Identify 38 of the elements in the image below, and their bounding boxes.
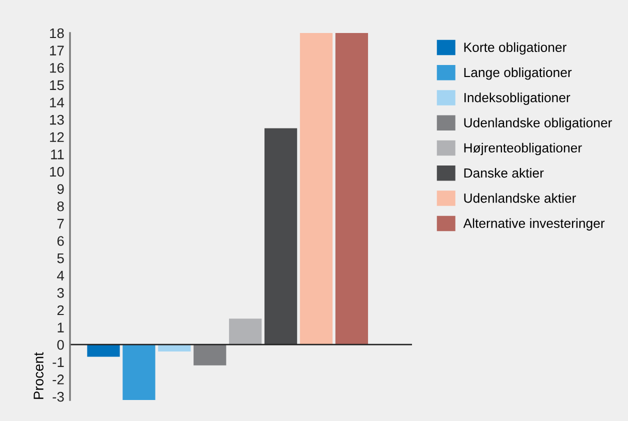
y-tick-label: 16 <box>50 62 64 73</box>
legend-label: Indeksobligationer <box>464 92 570 105</box>
bar <box>194 344 226 366</box>
y-tick-label: 0 <box>57 340 64 350</box>
bar <box>122 344 156 400</box>
y-tick-label: -1 <box>52 357 64 367</box>
legend-label: Lange obligationer <box>464 67 572 80</box>
legend-label: Udenlandske obligationer <box>464 118 612 130</box>
y-tick-label: 6 <box>57 236 64 246</box>
y-axis-title: Procent <box>34 352 44 399</box>
bar <box>264 128 298 345</box>
y-tick-label: 1 <box>58 322 64 332</box>
legend-label: Udenlandske aktier <box>464 193 576 203</box>
y-tick-label: 17 <box>50 46 64 56</box>
y-tick-label: 8 <box>57 201 64 212</box>
y-tick-label: 9 <box>57 184 64 194</box>
y-tick-label: -2 <box>52 374 64 384</box>
y-tick-label: 10 <box>50 166 64 177</box>
legend-label: Korte obligationer <box>464 42 566 55</box>
bar <box>335 33 368 345</box>
y-tick-label: 2 <box>57 305 64 316</box>
legend-label: Danske aktier <box>464 168 544 178</box>
y-tick-label: 15 <box>50 80 64 90</box>
y-tick-label: 13 <box>50 114 64 125</box>
legend-label: Højrenteobligationer <box>464 142 582 156</box>
bar <box>229 318 262 345</box>
y-tick-label: 14 <box>50 98 64 108</box>
y-tick-label: 4 <box>57 270 64 280</box>
y-tick-label: 18 <box>50 28 64 38</box>
y-tick-label: 3 <box>57 288 64 298</box>
legend-label: Alternative investeringer <box>463 218 605 231</box>
y-tick-label: 7 <box>57 218 64 228</box>
y-tick-label: 12 <box>50 132 64 142</box>
y-tick-label: 11 <box>51 150 64 160</box>
bar <box>87 344 120 357</box>
y-tick-label: 5 <box>57 254 64 264</box>
bar <box>300 33 333 345</box>
y-tick-label: -3 <box>52 392 64 402</box>
